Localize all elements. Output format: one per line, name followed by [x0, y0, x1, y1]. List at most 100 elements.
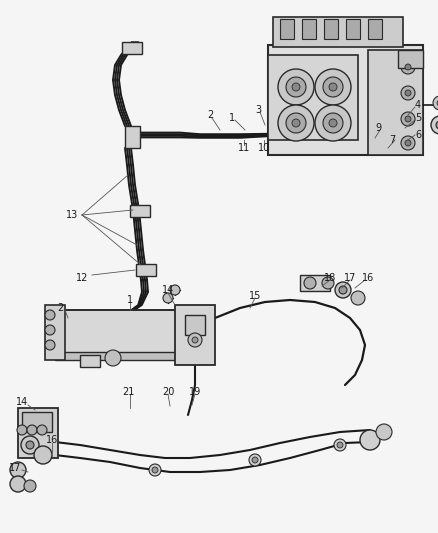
Circle shape — [17, 425, 27, 435]
Circle shape — [405, 64, 411, 70]
Circle shape — [10, 462, 26, 478]
Bar — [273, 17, 403, 47]
Circle shape — [376, 424, 392, 440]
Circle shape — [401, 112, 415, 126]
Circle shape — [401, 136, 415, 150]
Text: 11: 11 — [238, 143, 250, 153]
Circle shape — [323, 113, 343, 133]
Circle shape — [360, 430, 380, 450]
Circle shape — [188, 333, 202, 347]
Bar — [136, 264, 156, 276]
Text: 7: 7 — [389, 135, 395, 145]
Circle shape — [26, 441, 34, 449]
Text: 18: 18 — [324, 273, 336, 283]
Text: 3: 3 — [255, 105, 261, 115]
Bar — [268, 55, 358, 140]
Text: 19: 19 — [189, 387, 201, 397]
Bar — [130, 205, 150, 217]
Circle shape — [170, 285, 180, 295]
Text: 21: 21 — [122, 387, 134, 397]
Circle shape — [437, 100, 438, 106]
Circle shape — [329, 119, 337, 127]
Circle shape — [149, 464, 161, 476]
Circle shape — [436, 121, 438, 129]
Circle shape — [335, 282, 351, 298]
Bar — [185, 315, 205, 335]
Bar — [268, 45, 423, 155]
Bar — [398, 50, 423, 68]
Text: 12: 12 — [76, 273, 88, 283]
Bar — [324, 19, 338, 39]
Text: 5: 5 — [415, 113, 421, 123]
Circle shape — [10, 476, 26, 492]
Bar — [55, 352, 200, 360]
Bar — [302, 19, 316, 39]
Circle shape — [252, 457, 258, 463]
Bar — [122, 42, 142, 54]
Circle shape — [45, 340, 55, 350]
Circle shape — [401, 60, 415, 74]
Circle shape — [278, 69, 314, 105]
Bar — [346, 19, 360, 39]
Text: 15: 15 — [249, 291, 261, 301]
Circle shape — [405, 140, 411, 146]
Text: 4: 4 — [415, 100, 421, 110]
Circle shape — [315, 69, 351, 105]
Circle shape — [286, 77, 306, 97]
Circle shape — [433, 96, 438, 110]
Text: 2: 2 — [57, 303, 63, 313]
Circle shape — [304, 277, 316, 289]
Circle shape — [45, 310, 55, 320]
Circle shape — [24, 480, 36, 492]
Circle shape — [405, 90, 411, 96]
Circle shape — [401, 86, 415, 100]
Circle shape — [45, 325, 55, 335]
Circle shape — [322, 277, 334, 289]
Circle shape — [27, 425, 37, 435]
Bar — [175, 305, 215, 365]
Text: 9: 9 — [375, 123, 381, 133]
Text: 10: 10 — [258, 143, 270, 153]
Circle shape — [286, 113, 306, 133]
Circle shape — [278, 105, 314, 141]
Bar — [18, 408, 58, 458]
Circle shape — [405, 116, 411, 122]
Text: 1: 1 — [229, 113, 235, 123]
Circle shape — [337, 442, 343, 448]
Bar — [125, 126, 140, 148]
Circle shape — [105, 350, 121, 366]
Text: 20: 20 — [162, 387, 174, 397]
Circle shape — [334, 439, 346, 451]
Bar — [55, 310, 200, 355]
Bar — [22, 412, 52, 432]
Bar — [80, 355, 100, 367]
Bar — [368, 19, 382, 39]
Circle shape — [329, 83, 337, 91]
Text: 2: 2 — [207, 110, 213, 120]
Circle shape — [315, 105, 351, 141]
Text: 6: 6 — [415, 130, 421, 140]
Text: 16: 16 — [46, 435, 58, 445]
Bar — [300, 275, 330, 291]
Circle shape — [249, 454, 261, 466]
Bar — [368, 50, 423, 155]
Circle shape — [292, 119, 300, 127]
Text: 1: 1 — [127, 295, 133, 305]
Circle shape — [37, 425, 47, 435]
Bar — [45, 305, 65, 360]
Circle shape — [192, 337, 198, 343]
Circle shape — [292, 83, 300, 91]
Circle shape — [351, 291, 365, 305]
Circle shape — [163, 293, 173, 303]
Text: 17: 17 — [9, 463, 21, 473]
Circle shape — [431, 116, 438, 134]
Text: 16: 16 — [362, 273, 374, 283]
Text: 14: 14 — [16, 397, 28, 407]
Circle shape — [339, 286, 347, 294]
Text: 13: 13 — [66, 210, 78, 220]
Circle shape — [21, 436, 39, 454]
Circle shape — [152, 467, 158, 473]
Circle shape — [34, 446, 52, 464]
Bar — [280, 19, 294, 39]
Text: 17: 17 — [344, 273, 356, 283]
